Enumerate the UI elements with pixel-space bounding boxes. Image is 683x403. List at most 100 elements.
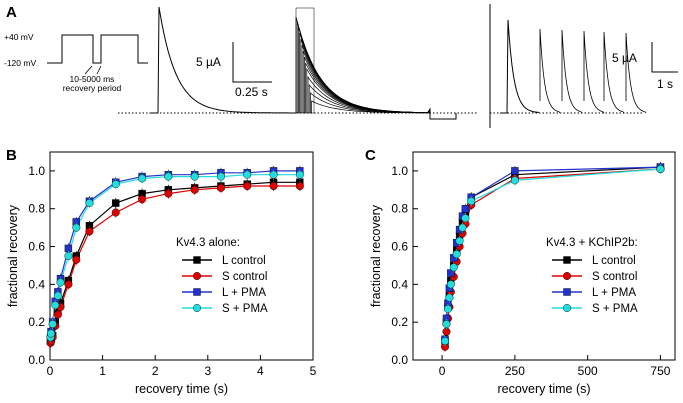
legend-marker: [563, 272, 572, 281]
scale-time-right: 1 s: [657, 77, 673, 91]
data-point: [446, 280, 455, 289]
data-point: [443, 304, 452, 313]
x-axis-label: recovery time (s): [497, 382, 590, 396]
data-point: [656, 165, 665, 174]
x-tick-label: 750: [650, 364, 670, 378]
recovery-interval-label: 10-5000 ms: [70, 74, 115, 84]
legend-marker: [563, 256, 571, 264]
data-point: [449, 263, 458, 272]
scale-time-left: 0.25 s: [235, 85, 268, 99]
data-point: [190, 185, 199, 194]
legend-marker: [193, 288, 201, 296]
y-tick-label: 0.8: [28, 202, 45, 216]
legend-label: L + PMA: [222, 287, 266, 299]
data-point: [467, 197, 476, 206]
panel-label-c: C: [365, 147, 376, 164]
data-point: [243, 182, 252, 191]
x-axis-label: recovery time (s): [135, 382, 228, 396]
chart-b: 0 1 2 3 4 5 0.0 0.2 0.4 0.6 0.8 1.0 recovery time (s…: [6, 151, 317, 396]
y-tick-label: 0.6: [28, 240, 45, 254]
legend-marker: [563, 304, 572, 313]
y-tick-label: 0.4: [391, 277, 408, 291]
data-point: [164, 189, 173, 198]
current-trace-second-pulse-long: [561, 29, 583, 114]
current-trace-second-pulse: [301, 44, 457, 120]
data-point: [64, 251, 73, 260]
legend-label: S + PMA: [222, 303, 268, 315]
data-point: [295, 170, 304, 179]
legend-marker: [192, 304, 201, 313]
y-tick-label: 0.0: [391, 353, 408, 367]
legend-label: L control: [592, 255, 636, 267]
current-trace-second-pulse: [296, 20, 457, 120]
data-point: [64, 280, 73, 289]
data-point: [269, 182, 278, 191]
current-trace-second-pulse-long: [583, 30, 605, 114]
current-trace-second-pulse: [295, 16, 457, 120]
y-tick-label: 0.2: [391, 315, 408, 329]
data-point: [138, 174, 147, 183]
current-trace-first-pulse: [150, 6, 296, 114]
legend-label: L control: [222, 255, 266, 267]
legend-label: S control: [592, 271, 637, 283]
data-point: [452, 250, 461, 259]
panel-label-a: A: [6, 4, 17, 21]
data-point: [51, 301, 60, 310]
data-point: [48, 320, 57, 329]
data-point: [112, 199, 120, 207]
scale-current-right: 5 µA: [612, 51, 637, 65]
scale-bar-left: [232, 42, 272, 83]
data-point: [64, 244, 73, 253]
current-traces-left: [150, 6, 457, 120]
y-tick-label: 0.8: [391, 202, 408, 216]
y-tick-label: 0.0: [28, 353, 45, 367]
x-tick-label: 500: [578, 364, 598, 378]
overlaid-traces-block: [295, 7, 315, 114]
data-point: [461, 214, 470, 223]
x-tick-label: 3: [204, 364, 211, 378]
legend-label: L + PMA: [592, 287, 636, 299]
data-point: [190, 172, 199, 181]
data-point: [164, 172, 173, 181]
voltage-label-high: +40 mV: [4, 32, 34, 42]
legend-label: S + PMA: [592, 303, 638, 315]
data-point: [442, 320, 451, 329]
data-point: [216, 183, 225, 192]
data-point: [269, 170, 278, 179]
plot-frame: [412, 151, 676, 361]
legend-title: Kv4.3 + KChIP2b:: [546, 237, 638, 249]
x-tick-label: 5: [310, 364, 317, 378]
data-point: [243, 170, 252, 179]
data-point: [85, 227, 94, 236]
legend-marker: [563, 288, 571, 296]
current-trace-second-pulse-long: [539, 28, 561, 114]
data-point: [445, 293, 454, 302]
x-tick-label: 0: [439, 364, 446, 378]
current-trace-second-pulse: [300, 38, 457, 120]
data-point: [510, 176, 519, 185]
chart-c: 0 250 500 750 0.0 0.2 0.4 0.6 0.8 1.0 recovery tim…: [369, 151, 676, 396]
data-point: [138, 195, 147, 204]
current-traces-right: [489, 4, 647, 128]
x-tick-label: 2: [152, 364, 159, 378]
data-point: [455, 236, 464, 245]
recovery-pointer-right: [96, 65, 102, 75]
data-point: [216, 172, 225, 181]
y-tick-label: 0.2: [28, 315, 45, 329]
data-point: [72, 255, 81, 264]
x-tick-label: 250: [505, 364, 525, 378]
data-point: [295, 182, 304, 191]
recovery-period-label: recovery period: [63, 83, 122, 93]
data-point: [56, 278, 65, 287]
y-tick-label: 0.4: [28, 277, 45, 291]
data-point: [72, 223, 81, 232]
data-point: [53, 291, 62, 300]
current-trace-first-pulse-long: [500, 19, 540, 114]
legend-marker: [192, 272, 201, 281]
data-point: [441, 337, 450, 346]
y-tick-label: 0.6: [391, 240, 408, 254]
current-trace-second-pulse: [308, 84, 457, 120]
voltage-protocol-trace: [47, 34, 148, 64]
data-point: [111, 208, 120, 217]
